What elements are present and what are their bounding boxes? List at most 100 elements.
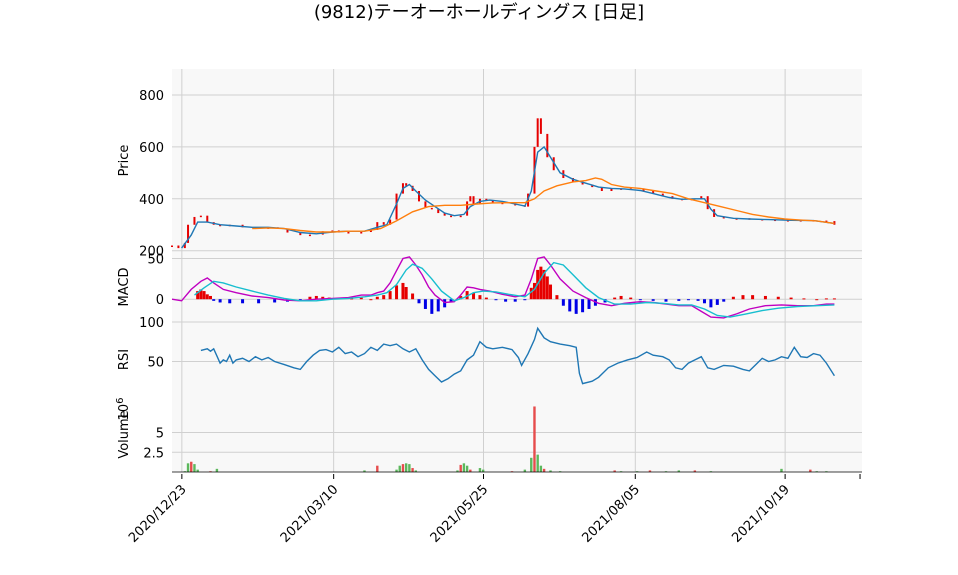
price-candle [183, 242, 186, 249]
volume-bar [523, 469, 527, 472]
macd-histogram-bar [629, 297, 633, 300]
macd-histogram-bar [802, 298, 806, 300]
macd-histogram-bar [619, 295, 623, 300]
macd-histogram-bar [423, 299, 427, 309]
macd-histogram-bar [241, 299, 245, 304]
macd-histogram-bar [257, 299, 261, 304]
macd-histogram-bar [417, 299, 421, 304]
macd-histogram-bar [228, 299, 232, 304]
price-candle [652, 191, 655, 194]
volume-bar [693, 470, 697, 472]
price-candle [642, 188, 645, 191]
rsi-ylabel: RSI [117, 349, 132, 370]
macd-panel: 0 50 MACD [117, 252, 862, 322]
price-ytick-label: 400 [139, 193, 164, 208]
macd-histogram-bar [709, 299, 713, 308]
price-candle [491, 200, 494, 203]
macd-histogram-bar [388, 291, 392, 300]
volume-bar [401, 464, 405, 472]
macd-histogram-bar [208, 295, 212, 300]
price-candle [472, 196, 475, 204]
volume-bar [530, 457, 533, 472]
macd-histogram-bar [555, 295, 559, 300]
volume-bar [215, 468, 219, 472]
price-candle [469, 196, 472, 202]
price-candle [437, 209, 440, 214]
x-tick-label: 2020/12/23 [126, 482, 190, 546]
volume-bar [648, 470, 652, 472]
macd-histogram-bar [574, 299, 578, 314]
macd-histogram-bar [401, 282, 405, 300]
price-candle [286, 228, 289, 233]
volume-bar [408, 464, 411, 472]
price-panel: 200 400 600 800 Price [117, 69, 862, 260]
price-background [172, 69, 862, 252]
macd-histogram-bar [539, 266, 543, 300]
macd-histogram-bar [494, 299, 498, 301]
macd-histogram-bar [789, 297, 793, 300]
volume-bar [536, 454, 539, 472]
price-ytick-label: 200 [139, 245, 164, 260]
price-candle [347, 232, 350, 234]
macd-histogram-bar [722, 299, 726, 302]
volume-bar [780, 468, 783, 472]
price-candle [376, 222, 379, 230]
price-candle [430, 207, 433, 210]
macd-histogram-bar [205, 294, 209, 300]
macd-histogram-bar [832, 298, 836, 300]
macd-histogram-bar [321, 296, 325, 300]
price-candle [700, 196, 703, 199]
macd-histogram-bar [443, 299, 447, 308]
volume-bar [542, 468, 546, 472]
macd-histogram-bar [523, 299, 527, 301]
macd-histogram-bar [382, 295, 386, 300]
volume-bar [376, 465, 379, 472]
volume-bar [404, 463, 408, 472]
price-candle [466, 201, 469, 216]
macd-histogram-bar [549, 284, 553, 300]
macd-histogram-bar [731, 296, 735, 300]
volume-bar [190, 461, 193, 472]
macd-histogram-bar [532, 282, 536, 300]
price-candle [360, 232, 363, 234]
price-candle [331, 230, 334, 232]
price-candle [722, 216, 725, 219]
volume-bar [613, 470, 616, 472]
macd-ylabel: MACD [117, 268, 132, 307]
macd-histogram-bar [484, 297, 488, 300]
macd-histogram-bar [638, 299, 642, 301]
price-candle [395, 193, 398, 220]
macd-ytick-label: 50 [147, 253, 164, 268]
macd-histogram-bar [199, 289, 203, 300]
macd-histogram-bar [359, 297, 363, 300]
x-tick-label: 2021/08/05 [580, 482, 644, 546]
rsi-ytick-label: 100 [139, 316, 164, 331]
price-ma-short-line [181, 145, 835, 249]
macd-histogram-bar [651, 299, 655, 301]
volume-ytick-label: 5 [156, 427, 164, 442]
macd-histogram-bar [702, 299, 706, 304]
rsi-ytick-label: 50 [147, 355, 164, 370]
volume-bar [462, 463, 466, 472]
volume-bar [414, 470, 417, 472]
macd-histogram-bar [375, 296, 379, 300]
volume-bar [539, 465, 543, 472]
price-candle [443, 213, 446, 216]
macd-histogram-bar [472, 292, 476, 300]
volume-background [172, 397, 862, 472]
price-candle [424, 201, 427, 208]
macd-histogram-bar [568, 299, 572, 312]
macd-histogram-bar [273, 299, 277, 303]
price-candle [536, 118, 539, 147]
volume-bar [465, 465, 469, 472]
price-ytick-label: 600 [139, 141, 164, 156]
volume-bar [196, 469, 199, 472]
price-candle [308, 234, 311, 237]
price-candle [661, 193, 664, 197]
macd-histogram-bar [763, 295, 767, 300]
macd-histogram-bar [677, 299, 681, 301]
macd-histogram-bar [776, 296, 780, 300]
price-candle [459, 215, 462, 218]
